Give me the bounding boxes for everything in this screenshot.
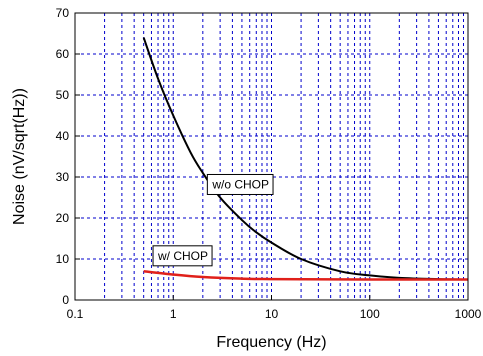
y-tick-label: 10 (56, 252, 70, 266)
x-tick-label: 1 (170, 307, 177, 321)
x-axis-label: Frequency (Hz) (216, 334, 326, 351)
x-tick-label: 0.1 (67, 307, 84, 321)
y-tick-label: 70 (56, 6, 70, 20)
series-label: w/o CHOP (211, 177, 269, 191)
series-labels: w/o CHOP w/ CHOP (152, 173, 274, 267)
y-axis-label: Noise (nV/sqrt(Hz)) (11, 88, 28, 225)
x-tick-label: 10 (265, 307, 279, 321)
y-tick-labels: 0 10 20 30 40 50 60 70 (56, 6, 80, 307)
series-label-box: w/o CHOP (206, 173, 274, 195)
y-tick-label: 20 (56, 211, 70, 225)
series-line-with-chop (143, 270, 469, 281)
series-label-box: w/ CHOP (152, 245, 213, 267)
y-tick-label: 50 (56, 88, 70, 102)
x-tick-labels: 0.1 1 10 100 1000 (67, 295, 482, 321)
x-tick-label: 100 (360, 307, 380, 321)
y-tick-label: 60 (56, 47, 70, 61)
series-label-frame (206, 173, 274, 195)
y-tick-label: 40 (56, 129, 70, 143)
series-label-frame (152, 245, 213, 267)
series-label: w/ CHOP (157, 249, 208, 263)
x-tick-label: 1000 (455, 307, 482, 321)
grid (75, 13, 468, 300)
series-group (142, 37, 469, 281)
series-line-without-chop (142, 37, 469, 281)
y-tick-label: 30 (56, 170, 70, 184)
y-tick-label: 0 (62, 293, 69, 307)
